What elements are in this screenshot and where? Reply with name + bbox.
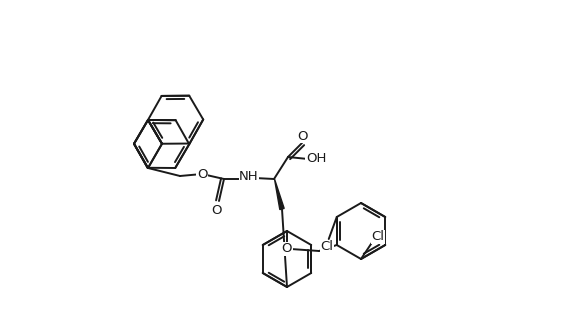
Text: O: O — [298, 130, 308, 142]
Text: O: O — [282, 242, 292, 256]
Text: NH: NH — [239, 171, 259, 183]
Text: O: O — [197, 168, 207, 180]
Text: OH: OH — [306, 153, 326, 166]
Text: O: O — [211, 203, 221, 216]
Text: Cl: Cl — [371, 231, 385, 243]
Polygon shape — [274, 179, 284, 210]
Text: Cl: Cl — [320, 240, 333, 254]
